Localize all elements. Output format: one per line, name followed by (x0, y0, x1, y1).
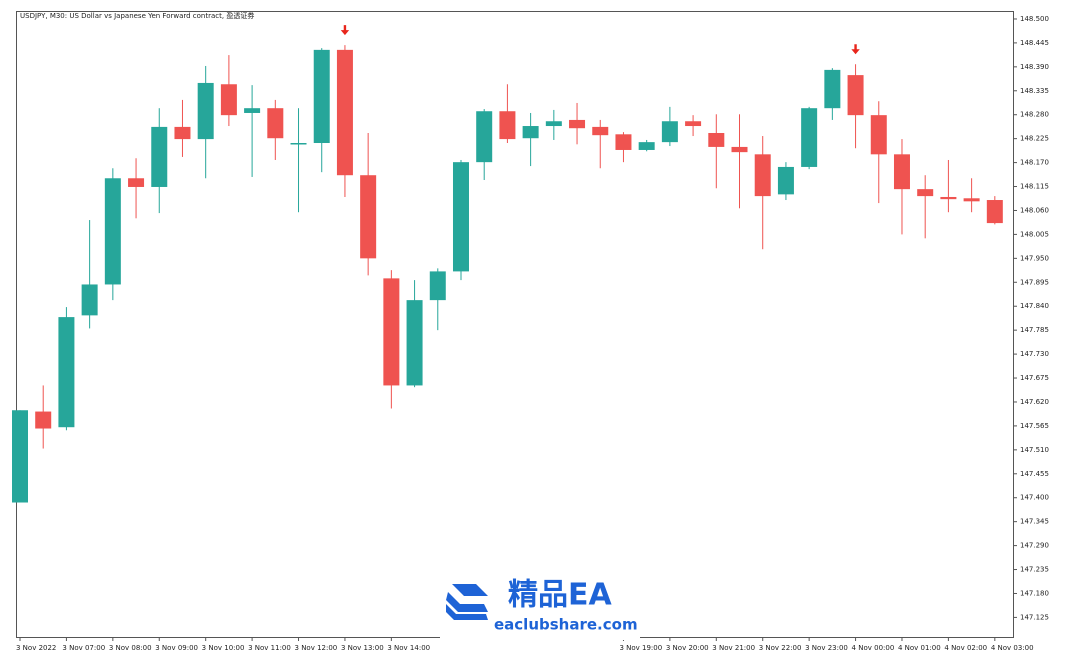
candle-body (58, 317, 75, 428)
x-tick-label: 3 Nov 07:00 (62, 644, 105, 652)
y-tick-label: 147.730 (1020, 350, 1049, 358)
candle-body (313, 49, 330, 144)
x-tick-label: 3 Nov 11:00 (248, 644, 291, 652)
candle-body (685, 121, 702, 127)
y-tick-label: 147.840 (1020, 302, 1049, 310)
candle-body (429, 271, 446, 301)
y-tick-label: 147.455 (1020, 470, 1049, 478)
candle-body (452, 162, 469, 272)
candle-body (917, 189, 934, 197)
candle-body (35, 411, 52, 429)
candle-body (476, 111, 493, 163)
candle-body (360, 175, 377, 259)
x-tick-label: 3 Nov 19:00 (619, 644, 662, 652)
candle-body (336, 49, 353, 176)
watermark-url: eaclubshare.com (494, 616, 638, 634)
candle-body (220, 84, 237, 116)
candle-body (545, 121, 562, 127)
watermark-logo (446, 584, 488, 620)
y-tick-label: 147.180 (1020, 589, 1049, 597)
y-tick-label: 147.125 (1020, 613, 1049, 621)
x-tick-label: 3 Nov 2022 (16, 644, 56, 652)
x-tick-label: 3 Nov 23:00 (805, 644, 848, 652)
y-tick-label: 148.280 (1020, 111, 1049, 119)
x-tick-label: 4 Nov 02:00 (944, 644, 987, 652)
candle-body (267, 108, 284, 139)
x-tick-label: 4 Nov 01:00 (898, 644, 941, 652)
y-tick-label: 147.235 (1020, 566, 1049, 574)
y-tick-label: 148.225 (1020, 135, 1049, 143)
chart-title: USDJPY, M30: US Dollar vs Japanese Yen F… (20, 11, 254, 20)
x-tick-label: 4 Nov 00:00 (852, 644, 895, 652)
candle-body (174, 126, 191, 140)
candle-body (197, 82, 214, 140)
candle-body (290, 143, 307, 145)
x-tick-label: 3 Nov 10:00 (202, 644, 245, 652)
y-tick-label: 148.500 (1020, 15, 1049, 23)
y-tick-label: 147.785 (1020, 326, 1049, 334)
sell-arrow (851, 44, 860, 55)
y-tick-label: 147.565 (1020, 422, 1049, 430)
candle-body (638, 142, 655, 150)
candle-body (12, 410, 28, 503)
candle-body (592, 126, 609, 136)
x-tick-label: 3 Nov 09:00 (155, 644, 198, 652)
candle-body (81, 284, 98, 316)
candle-body (940, 196, 957, 200)
candle-body (499, 111, 516, 140)
y-tick-label: 148.005 (1020, 230, 1049, 238)
candle-body (986, 200, 1003, 224)
candle-body (708, 132, 725, 147)
candle-body (128, 178, 145, 187)
candle-body (777, 166, 794, 195)
candle-body (406, 300, 423, 386)
y-tick-label: 148.390 (1020, 63, 1049, 71)
candle-body (615, 134, 632, 150)
candle-body (893, 154, 910, 190)
y-tick-label: 148.170 (1020, 159, 1049, 167)
x-tick-label: 4 Nov 03:00 (991, 644, 1034, 652)
y-tick-label: 147.345 (1020, 518, 1049, 526)
y-tick-label: 147.950 (1020, 254, 1049, 262)
x-tick-label: 3 Nov 21:00 (712, 644, 755, 652)
x-tick-label: 3 Nov 12:00 (295, 644, 338, 652)
watermark-title: 精品EA (508, 578, 612, 613)
candle-body (801, 108, 818, 167)
candle-body (383, 278, 400, 386)
candle-body (870, 115, 887, 155)
sell-arrow (340, 25, 350, 36)
watermark: 精品EA eaclubshare.com (440, 568, 640, 640)
candle-body (754, 154, 771, 197)
y-tick-label: 147.895 (1020, 278, 1049, 286)
y-tick-label: 148.115 (1020, 183, 1049, 191)
x-tick-label: 3 Nov 13:00 (341, 644, 384, 652)
candle-body (963, 198, 980, 202)
y-tick-label: 147.400 (1020, 494, 1049, 502)
candle-body (569, 119, 586, 129)
x-tick-label: 3 Nov 20:00 (666, 644, 709, 652)
candle-body (244, 108, 261, 113)
x-tick-label: 3 Nov 22:00 (759, 644, 802, 652)
candle-body (847, 75, 864, 116)
y-tick-label: 147.620 (1020, 398, 1049, 406)
candle-body (522, 126, 539, 139)
candle-body (104, 178, 121, 285)
candles (12, 25, 1003, 503)
candle-body (824, 69, 841, 109)
y-tick-label: 147.675 (1020, 374, 1049, 382)
y-tick-label: 148.060 (1020, 206, 1049, 214)
y-tick-label: 147.290 (1020, 542, 1049, 550)
y-tick-label: 147.510 (1020, 446, 1049, 454)
candle-body (731, 146, 748, 153)
candle-body (151, 126, 168, 187)
candle-body (661, 121, 678, 143)
x-tick-label: 3 Nov 08:00 (109, 644, 152, 652)
y-tick-label: 148.335 (1020, 87, 1049, 95)
x-tick-label: 3 Nov 14:00 (387, 644, 430, 652)
y-tick-label: 148.445 (1020, 39, 1049, 47)
